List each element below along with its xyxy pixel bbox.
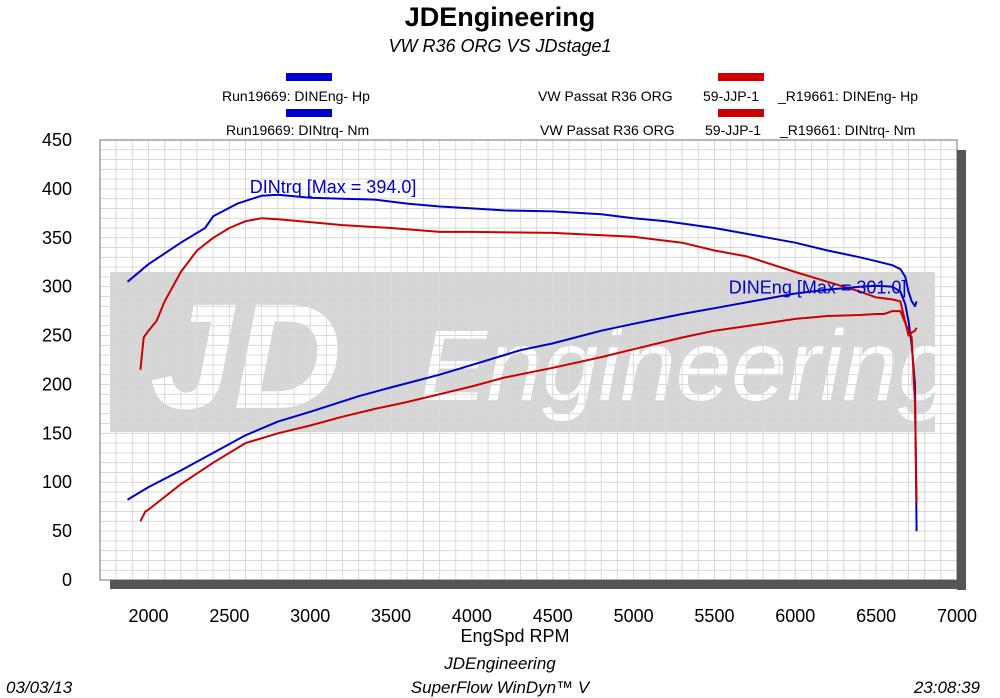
annotation-1: DINEng [Max = 301.0] — [729, 278, 907, 298]
y-tick-label: 250 — [42, 326, 72, 346]
series-line-2 — [126, 284, 918, 532]
annotations: DINtrq [Max = 394.0] DINEng [Max = 301.0] — [250, 177, 907, 298]
tick-labels: 2000 2500 3000 3500 4000 4500 5000 5500 6000 6500… — [42, 130, 977, 626]
series-line-0 — [126, 193, 918, 308]
x-tick-label: 5000 — [614, 606, 654, 626]
x-tick-label: 2000 — [128, 606, 168, 626]
y-tick-label: 150 — [42, 423, 72, 443]
footer-company: JDEngineering — [444, 654, 556, 673]
series-line-3 — [139, 310, 918, 522]
series-line-1 — [139, 217, 918, 370]
x-tick-label: 3500 — [371, 606, 411, 626]
x-tick-label: 4000 — [452, 606, 492, 626]
footer-software: SuperFlow WinDyn™ V — [410, 678, 590, 697]
x-tick-label: 5500 — [694, 606, 734, 626]
chart-title: JDEngineering — [404, 2, 596, 32]
legend-label-red-hp-c: _R19661: DINEng- Hp — [778, 88, 919, 104]
y-tick-label: 300 — [42, 277, 72, 297]
legend-label-red-hp-a: VW Passat R36 ORG — [538, 88, 673, 104]
chart-subtitle: VW R36 ORG VS JDstage1 — [388, 36, 612, 56]
legend-label-red-nm-a: VW Passat R36 ORG — [540, 122, 675, 138]
legend-label-red-hp-b: 59-JJP-1 — [703, 88, 760, 104]
legend-swatch-red-nm — [718, 109, 764, 117]
y-tick-label: 450 — [42, 130, 72, 150]
y-tick-label: 50 — [52, 521, 72, 541]
watermark-text: Engineering — [420, 310, 954, 422]
annotation-0: DINtrq [Max = 394.0] — [250, 177, 417, 197]
y-tick-label: 0 — [62, 570, 72, 590]
plot-shadow-right — [957, 150, 966, 590]
legend-swatch-blue-hp — [286, 73, 332, 81]
x-tick-label: 6000 — [775, 606, 815, 626]
legend-label-blue-nm: Run19669: DINtrq- Nm — [226, 122, 370, 138]
y-tick-label: 400 — [42, 179, 72, 199]
y-tick-label: 350 — [42, 228, 72, 248]
series-layer — [126, 193, 918, 532]
legend-label-red-nm-b: 59-JJP-1 — [705, 122, 762, 138]
x-tick-label: 6500 — [856, 606, 896, 626]
x-tick-label: 4500 — [533, 606, 573, 626]
y-tick-label: 100 — [42, 472, 72, 492]
y-tick-label: 200 — [42, 374, 72, 394]
legend-label-blue-hp: Run19669: DINEng- Hp — [222, 88, 370, 104]
x-axis-label: EngSpd RPM — [460, 626, 570, 646]
plot-shadow-bottom — [110, 580, 966, 589]
watermark-band — [110, 272, 935, 432]
footer-time: 23:08:39 — [913, 678, 980, 697]
legend-swatch-red-hp — [718, 73, 764, 81]
legend-label-red-nm-c: _R19661: DINtrq- Nm — [780, 122, 916, 138]
x-tick-label: 7000 — [937, 606, 977, 626]
x-tick-label: 3000 — [290, 606, 330, 626]
legend-swatch-blue-nm — [286, 109, 332, 117]
x-tick-label: 2500 — [209, 606, 249, 626]
footer-date: 03/03/13 — [6, 678, 73, 697]
